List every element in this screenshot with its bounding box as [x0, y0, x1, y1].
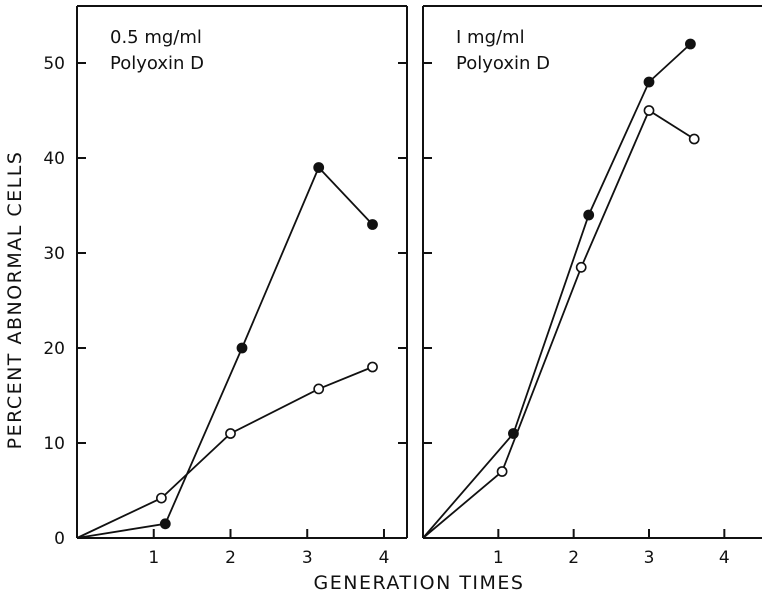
y-tick-label: 0: [54, 529, 65, 549]
data-point-open: [313, 383, 325, 395]
panel-annotation-line: Polyoxin D: [456, 53, 550, 74]
data-point-filled: [367, 219, 378, 230]
y-tick-label: 10: [43, 434, 65, 454]
panel-annotation-line: 0.5 mg/ml: [110, 27, 202, 48]
data-point-open: [643, 105, 655, 116]
x-tick-label: 2: [225, 548, 236, 568]
data-point-filled: [313, 162, 325, 173]
panel-annotation-line: I mg/ml: [456, 27, 525, 48]
series-line-filled: [76, 165, 374, 539]
x-tick-label: 2: [568, 548, 579, 568]
data-point-filled: [643, 76, 655, 88]
y-tick-label: 30: [43, 244, 65, 264]
chart-panel-right: 1 2 3 4 I mg/ml Polyoxin D: [422, 5, 762, 568]
data-point-filled: [159, 518, 171, 530]
data-point-open: [496, 466, 508, 477]
x-axis-title: GENERATION TIMES: [314, 572, 525, 594]
y-tick-label: 20: [43, 339, 65, 359]
data-point-open: [688, 133, 700, 145]
y-tick-label: 40: [43, 149, 65, 169]
data-point-filled: [236, 342, 248, 354]
data-point-open: [225, 428, 236, 439]
x-tick-label: 1: [493, 548, 504, 568]
x-tick-label: 3: [302, 548, 313, 568]
x-tick-label: 4: [719, 548, 730, 568]
series-line-open: [76, 366, 373, 539]
x-tick-label: 3: [644, 548, 655, 568]
data-point-filled: [583, 209, 595, 221]
series-line-filled: [422, 43, 692, 539]
x-tick-label: 4: [379, 548, 390, 568]
panel-annotation-line: Polyoxin D: [110, 53, 204, 74]
y-tick-label: 50: [43, 54, 65, 74]
x-tick-label: 1: [148, 548, 159, 568]
data-point-open: [155, 492, 167, 504]
data-point-open: [575, 261, 587, 273]
data-point-filled: [685, 38, 696, 50]
series-line-open: [422, 109, 695, 539]
data-point-open: [367, 361, 378, 373]
y-axis-title: PERCENT ABNORMAL CELLS: [4, 151, 26, 450]
chart-panel-left: 0 10 20 30 40 50 1 2 3 4 0.5 mg/ml Polyoxin D: [43, 5, 408, 568]
